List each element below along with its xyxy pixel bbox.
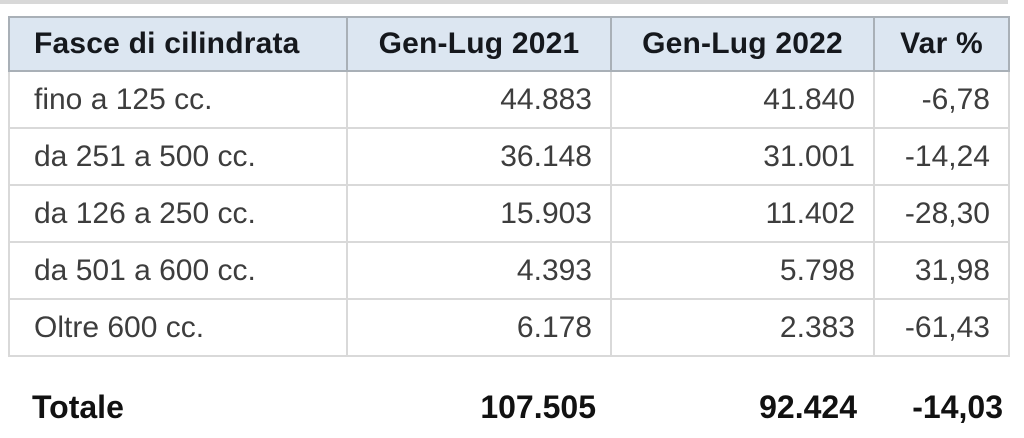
cell-var: -6,78 — [873, 70, 1010, 129]
cell-2021: 36.148 — [346, 127, 612, 186]
cell-fascia: da 126 a 250 cc. — [8, 184, 348, 243]
table-row: fino a 125 cc. 44.883 41.840 -6,78 — [8, 70, 1010, 129]
top-edge-divider — [0, 0, 1008, 4]
total-label: Totale — [32, 388, 124, 425]
cell-2022: 31.001 — [610, 127, 875, 186]
total-2022: 92.424 — [759, 388, 857, 425]
total-var: -14,03 — [912, 388, 1003, 425]
header-cell-fasce-di-cilindrata: Fasce di cilindrata — [8, 16, 348, 72]
table-row: da 501 a 600 cc. 4.393 5.798 31,98 — [8, 241, 1010, 300]
table-row: da 126 a 250 cc. 15.903 11.402 -28,30 — [8, 184, 1010, 243]
cell-var: 31,98 — [873, 241, 1010, 300]
cell-var: -61,43 — [873, 298, 1010, 357]
cell-var: -28,30 — [873, 184, 1010, 243]
cell-2021: 4.393 — [346, 241, 612, 300]
cell-fascia: da 501 a 600 cc. — [8, 241, 348, 300]
total-2021: 107.505 — [480, 388, 596, 425]
cell-2022: 11.402 — [610, 184, 875, 243]
total-row: Totale 107.505 92.424 -14,03 — [8, 380, 1008, 434]
header-cell-var-pct: Var % — [873, 16, 1010, 72]
cell-2022: 5.798 — [610, 241, 875, 300]
cell-2021: 15.903 — [346, 184, 612, 243]
cell-2021: 44.883 — [346, 70, 612, 129]
displacement-table: Fasce di cilindrata Gen-Lug 2021 Gen-Lug… — [8, 16, 1010, 357]
cell-fascia: da 251 a 500 cc. — [8, 127, 348, 186]
cell-2022: 41.840 — [610, 70, 875, 129]
cell-2022: 2.383 — [610, 298, 875, 357]
header-cell-gen-lug-2021: Gen-Lug 2021 — [346, 16, 612, 72]
cell-2021: 6.178 — [346, 298, 612, 357]
cell-fascia: fino a 125 cc. — [8, 70, 348, 129]
table-header-row: Fasce di cilindrata Gen-Lug 2021 Gen-Lug… — [8, 16, 1010, 72]
table-row: da 251 a 500 cc. 36.148 31.001 -14,24 — [8, 127, 1010, 186]
cell-fascia: Oltre 600 cc. — [8, 298, 348, 357]
header-cell-gen-lug-2022: Gen-Lug 2022 — [610, 16, 875, 72]
cell-var: -14,24 — [873, 127, 1010, 186]
table-row: Oltre 600 cc. 6.178 2.383 -61,43 — [8, 298, 1010, 357]
